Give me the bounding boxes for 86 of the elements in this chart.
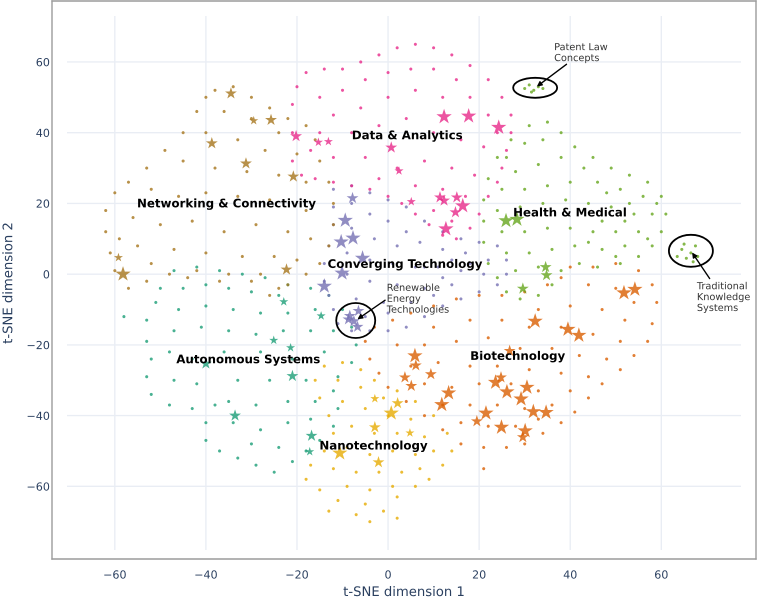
point (322, 364, 326, 368)
point (377, 470, 381, 474)
point (336, 378, 340, 382)
x-axis-title: t-SNE dimension 1 (344, 586, 464, 596)
point (336, 498, 340, 502)
y-tick-label: 0 (44, 270, 50, 279)
annotation: Renewable Energy Technologies (386, 283, 449, 315)
point (432, 414, 436, 418)
point (364, 502, 367, 506)
point (400, 470, 404, 474)
point (441, 464, 444, 467)
point (684, 256, 688, 260)
point (694, 244, 698, 248)
point (409, 418, 412, 421)
point (523, 86, 526, 90)
point (396, 389, 399, 392)
point (692, 260, 695, 264)
x-tick-label: 60 (655, 570, 668, 579)
point (541, 86, 544, 90)
point (318, 488, 322, 492)
series-label: Autonomous Systems (176, 354, 320, 366)
point (396, 432, 399, 435)
point (414, 452, 417, 456)
point (418, 467, 422, 470)
y-tick-label: 40 (36, 128, 50, 138)
point (414, 484, 417, 488)
point (414, 400, 417, 404)
series-label: Nanotechnology (320, 440, 428, 452)
series-label: Networking & Connectivity (138, 198, 316, 210)
point (368, 488, 372, 492)
point (354, 513, 358, 516)
x-tick-label: −60 (104, 570, 126, 579)
y-tick-label: −60 (28, 482, 50, 491)
point (346, 484, 349, 488)
point (528, 83, 531, 87)
point (332, 467, 335, 470)
point (422, 435, 426, 438)
point (680, 248, 684, 251)
x-tick-label: 40 (564, 570, 577, 579)
point (318, 396, 322, 400)
series-label: Converging Technology (328, 258, 482, 270)
point (327, 414, 330, 418)
point (327, 510, 330, 513)
point (427, 478, 431, 481)
point (450, 449, 454, 453)
point (432, 449, 436, 453)
series-label: Biotechnology (471, 350, 566, 362)
point (354, 470, 358, 474)
y-tick-label: −40 (28, 412, 50, 420)
point (372, 378, 376, 382)
annotation: Traditional Knowledge Systems (696, 282, 750, 313)
point (676, 254, 679, 258)
point (382, 510, 386, 513)
point (382, 396, 386, 400)
point (359, 386, 362, 389)
point (532, 88, 536, 92)
y-tick-label: 20 (36, 199, 50, 208)
point (350, 424, 354, 428)
point (446, 432, 449, 435)
point (396, 516, 399, 520)
point (530, 90, 534, 94)
point (359, 368, 362, 372)
point (391, 484, 394, 488)
x-tick-label: −40 (195, 570, 217, 579)
point (682, 242, 686, 246)
point (372, 432, 376, 435)
x-tick-label: 0 (385, 570, 391, 579)
point (689, 251, 692, 254)
y-tick-label: 60 (36, 58, 50, 66)
x-tick-label: −20 (286, 570, 308, 579)
point (304, 478, 308, 481)
point (340, 361, 344, 364)
point (309, 464, 312, 467)
point (314, 378, 317, 382)
point (364, 406, 367, 410)
point (368, 520, 372, 524)
series-label: Data & Analytics (352, 130, 462, 142)
point (396, 495, 399, 499)
y-axis-title: t-SNE dimension 2 (2, 223, 12, 344)
annotation: Patent Law Concepts (554, 43, 608, 64)
y-tick-label: −20 (28, 340, 50, 350)
series-label: Health & Medical (514, 207, 626, 217)
x-tick-label: 20 (472, 570, 486, 579)
point (368, 452, 372, 456)
point (332, 432, 335, 435)
point (340, 400, 344, 404)
